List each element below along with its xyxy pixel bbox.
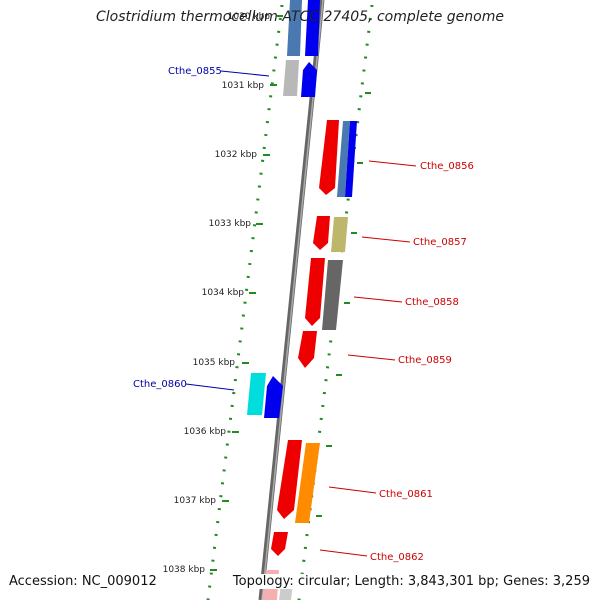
gene-block-blue-top bbox=[305, 0, 320, 56]
gene-label-cthe-0858[interactable]: Cthe_0858 bbox=[405, 297, 459, 308]
leader-0859 bbox=[347, 354, 396, 361]
gene-label-cthe-0862[interactable]: Cthe_0862 bbox=[370, 552, 424, 563]
left-dotted-guide bbox=[206, 4, 284, 600]
ruler-label-1032: 1032 kbp bbox=[215, 150, 258, 160]
gene-arrow-red-0856 bbox=[319, 120, 339, 195]
gene-label-cthe-0860[interactable]: Cthe_0860 bbox=[133, 379, 187, 390]
gene-block-steel-0856 bbox=[337, 121, 350, 197]
gene-block-khaki-0857 bbox=[331, 217, 348, 252]
gene-block-steel-top bbox=[287, 0, 302, 56]
leader-0862 bbox=[319, 549, 368, 557]
ruler-label-1030: 1030 kbp bbox=[228, 12, 271, 22]
leader-0861 bbox=[328, 486, 377, 494]
gene-block-cyan-0860 bbox=[247, 373, 266, 415]
gene-arrow-blue-0855 bbox=[301, 62, 317, 97]
right-ruler-ticks bbox=[316, 92, 371, 517]
gene-arrow-red-0858 bbox=[305, 258, 325, 326]
gene-arrow-blue-0860 bbox=[264, 376, 283, 418]
ruler-label-1038: 1038 kbp bbox=[163, 565, 206, 575]
gene-label-cthe-0861[interactable]: Cthe_0861 bbox=[379, 489, 433, 500]
genome-summary-text: Topology: circular; Length: 3,843,301 bp… bbox=[232, 574, 590, 589]
leader-0856 bbox=[368, 160, 417, 167]
gene-block-silver bbox=[283, 60, 299, 96]
ruler-label-1035: 1035 kbp bbox=[193, 358, 236, 368]
gene-arrow-red-0862 bbox=[271, 532, 288, 556]
gene-arrow-red-0857 bbox=[313, 216, 330, 250]
genome-backbone bbox=[258, 0, 325, 600]
map-title: Clostridium thermocellum ATCC 27405, com… bbox=[96, 9, 504, 25]
ruler-ticks bbox=[210, 15, 283, 571]
leader-0860 bbox=[185, 383, 235, 391]
ruler-label-1037: 1037 kbp bbox=[174, 496, 217, 506]
gene-label-cthe-0855[interactable]: Cthe_0855 bbox=[168, 66, 222, 77]
accession-text: Accession: NC_009012 bbox=[9, 574, 157, 589]
ruler-label-1031: 1031 kbp bbox=[222, 81, 265, 91]
gene-block-blue-0856 bbox=[345, 121, 357, 197]
gene-arrow-red-0859 bbox=[298, 331, 317, 368]
gene-arrow-red-0861 bbox=[277, 440, 302, 519]
gene-label-cthe-0857[interactable]: Cthe_0857 bbox=[413, 237, 467, 248]
label-leader-lines bbox=[185, 70, 417, 557]
gene-label-cthe-0859[interactable]: Cthe_0859 bbox=[398, 355, 452, 366]
gene-block-gray-0858 bbox=[322, 260, 343, 330]
ruler-label-1036: 1036 kbp bbox=[184, 427, 227, 437]
leader-0857 bbox=[361, 236, 411, 243]
ruler-label-1034: 1034 kbp bbox=[202, 288, 245, 298]
leader-0855 bbox=[220, 70, 270, 77]
ruler-label-1033: 1033 kbp bbox=[209, 219, 252, 229]
gene-label-cthe-0856[interactable]: Cthe_0856 bbox=[420, 161, 474, 172]
leader-0858 bbox=[353, 296, 403, 303]
gene-block-orange-0861 bbox=[295, 443, 320, 523]
